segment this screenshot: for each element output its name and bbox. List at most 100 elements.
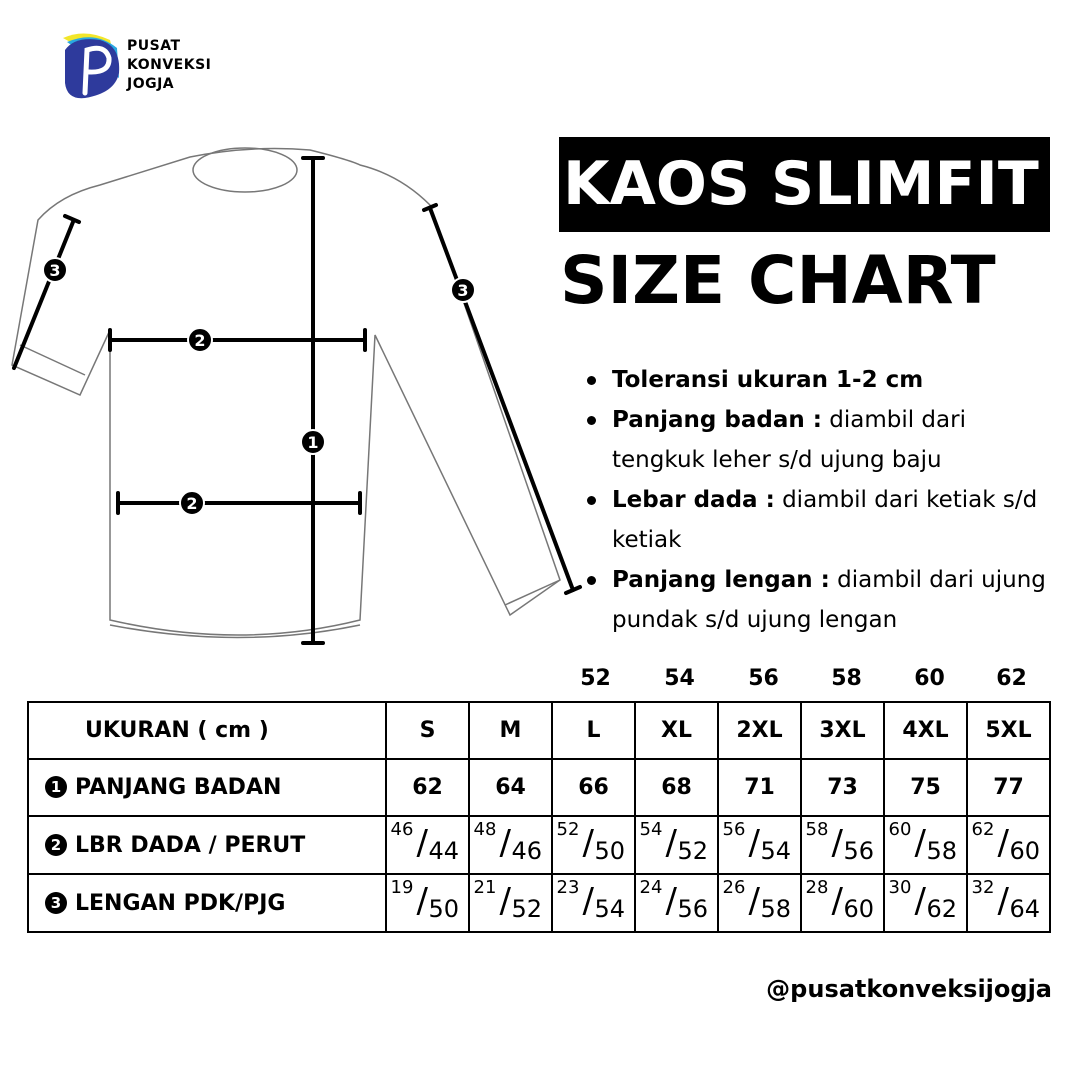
value-bottom: 60 (1009, 837, 1041, 865)
top-number: 62 (996, 666, 1027, 691)
value-bottom: 50 (428, 895, 460, 923)
slash: / (748, 823, 760, 863)
value-bottom: 50 (594, 837, 626, 865)
note-bold: Panjang lengan : (612, 567, 830, 593)
value-cell: 75 (883, 758, 968, 817)
marker-2: 2 (194, 331, 205, 350)
value-top: 32 (971, 877, 995, 898)
value-bottom: 64 (1009, 895, 1041, 923)
fraction-value: 28/60 (804, 875, 882, 925)
header-label: UKURAN ( cm ) (27, 701, 387, 760)
size-header: 3XL (800, 701, 885, 760)
row-label: 2 LBR DADA / PERUT (27, 815, 387, 875)
value-top: 19 (390, 877, 414, 898)
fraction-value: 60/58 (887, 817, 965, 867)
row-label: 3 LENGAN PDK/PJG (27, 873, 387, 933)
slash: / (499, 823, 511, 863)
value-top: 48 (473, 819, 497, 840)
table-row: 3 LENGAN PDK/PJG 19/50 21/52 23/54 24/56 26/58… (27, 873, 1051, 933)
number-badge-icon: 2 (45, 833, 67, 856)
row-label-text: LBR DADA / PERUT (75, 832, 306, 858)
fraction-value: 24/56 (638, 875, 716, 925)
value-top: 52 (556, 819, 580, 840)
size-header: 2XL (717, 701, 802, 760)
value-cell: 28/60 (800, 873, 885, 933)
header-row: UKURAN ( cm ) S M L XL 2XL 3XL 4XL 5XL (27, 701, 1051, 760)
size-header: 4XL (883, 701, 968, 760)
size-header: 5XL (966, 701, 1051, 760)
top-number: 56 (748, 666, 779, 691)
value-top: 28 (805, 877, 829, 898)
note-bold: Toleransi ukuran 1-2 cm (612, 367, 924, 393)
value-bottom: 56 (843, 837, 875, 865)
fraction-value: 30/62 (887, 875, 965, 925)
value-cell: 32/64 (966, 873, 1051, 933)
value-cell: 62 (385, 758, 470, 817)
size-header: XL (634, 701, 719, 760)
value-cell: 30/62 (883, 873, 968, 933)
value-cell: 46/44 (385, 815, 470, 875)
slash: / (914, 823, 926, 863)
brand-line: PUSAT (127, 38, 181, 54)
value-cell: 73 (800, 758, 885, 817)
value-bottom: 54 (760, 837, 792, 865)
value-top: 54 (639, 819, 663, 840)
number-badge-icon: 3 (45, 891, 67, 914)
fraction-value: 23/54 (555, 875, 633, 925)
value-bottom: 60 (843, 895, 875, 923)
row-label-text: LENGAN PDK/PJG (75, 890, 286, 916)
instagram-handle: @pusatkonveksijogja (766, 975, 1052, 1003)
value-top: 24 (639, 877, 663, 898)
note-item: Lebar dada : diambil dari ketiak s/d ket… (585, 480, 1065, 560)
slash: / (831, 881, 843, 921)
value-top: 26 (722, 877, 746, 898)
value-cell: 21/52 (468, 873, 553, 933)
slash: / (416, 881, 428, 921)
row-label-text: PANJANG BADAN (75, 775, 282, 800)
marker-3: 3 (457, 281, 468, 300)
note-text: diambil dari ujung pundak s/d ujung leng… (612, 567, 1046, 633)
fraction-value: 56/54 (721, 817, 799, 867)
slash: / (997, 881, 1009, 921)
size-header: M (468, 701, 553, 760)
brand-name: PUSAT KONVEKSI JOGJA (127, 37, 211, 94)
value-bottom: 56 (677, 895, 709, 923)
value-bottom: 44 (428, 837, 460, 865)
table-row: 1 PANJANG BADAN 62 64 66 68 71 73 75 77 (27, 758, 1051, 817)
value-top: 30 (888, 877, 912, 898)
note-bold: Panjang badan : (612, 407, 822, 433)
value-bottom: 52 (511, 895, 543, 923)
top-number: 52 (580, 666, 611, 691)
size-header: S (385, 701, 470, 760)
value-bottom: 46 (511, 837, 543, 865)
value-cell: 24/56 (634, 873, 719, 933)
value-cell: 19/50 (385, 873, 470, 933)
value-cell: 71 (717, 758, 802, 817)
slash: / (582, 823, 594, 863)
value-top: 62 (971, 819, 995, 840)
row-label: 1 PANJANG BADAN (27, 758, 387, 817)
tshirt-diagram: 1 2 2 3 3 (11, 147, 582, 645)
slash: / (665, 823, 677, 863)
brand-line: KONVEKSI (127, 57, 212, 73)
top-number: 58 (831, 666, 862, 691)
value-top: 21 (473, 877, 497, 898)
fraction-value: 19/50 (389, 875, 467, 925)
value-top: 56 (722, 819, 746, 840)
value-cell: 62/60 (966, 815, 1051, 875)
value-top: 46 (390, 819, 414, 840)
value-cell: 60/58 (883, 815, 968, 875)
value-top: 23 (556, 877, 580, 898)
value-top: 60 (888, 819, 912, 840)
size-header: L (551, 701, 636, 760)
value-cell: 26/58 (717, 873, 802, 933)
slash: / (499, 881, 511, 921)
note-item: Panjang lengan : diambil dari ujung pund… (585, 560, 1065, 640)
slash: / (914, 881, 926, 921)
top-numbers: 52 54 56 58 60 62 (0, 666, 1080, 698)
value-cell: 52/50 (551, 815, 636, 875)
note-text: diambil dari ketiak s/d ketiak (612, 487, 1038, 553)
title-kaos-slimfit: KAOS SLIMFIT (559, 137, 1050, 232)
value-cell: 66 (551, 758, 636, 817)
slash: / (416, 823, 428, 863)
